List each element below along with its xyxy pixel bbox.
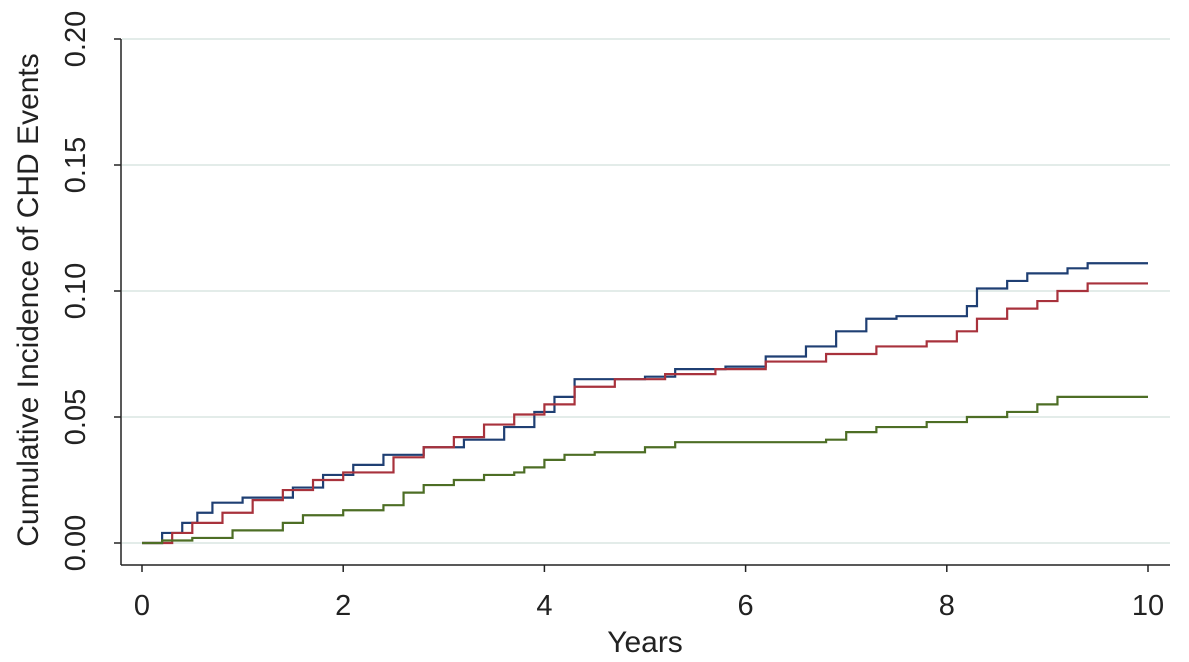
x-tick-label: 2 bbox=[335, 590, 351, 622]
tick-labels: 0.00 0.05 0.10 0.15 0.20 0 2 4 6 8 10 bbox=[60, 11, 1164, 622]
y-tick-label: 0.00 bbox=[60, 515, 92, 571]
x-tick-label: 6 bbox=[738, 590, 754, 622]
y-tick-label: 0.20 bbox=[60, 11, 92, 67]
x-tick-label: 0 bbox=[134, 590, 150, 622]
series-line-1 bbox=[142, 262, 1148, 545]
y-tick-label: 0.15 bbox=[60, 137, 92, 193]
y-tick-label: 0.10 bbox=[60, 263, 92, 319]
x-axis-title: Years bbox=[607, 626, 683, 659]
series-line-3 bbox=[142, 395, 1148, 545]
grid-lines bbox=[122, 38, 1170, 544]
x-tick-label: 4 bbox=[536, 590, 552, 622]
axes bbox=[120, 39, 1170, 566]
y-axis-title: Cumulative Incidence of CHD Events bbox=[12, 53, 45, 547]
x-tick-label: 10 bbox=[1132, 590, 1164, 622]
y-tick-label: 0.05 bbox=[60, 389, 92, 445]
series-lines bbox=[142, 262, 1148, 545]
x-tick-label: 8 bbox=[939, 590, 955, 622]
series-line-2 bbox=[142, 282, 1148, 545]
